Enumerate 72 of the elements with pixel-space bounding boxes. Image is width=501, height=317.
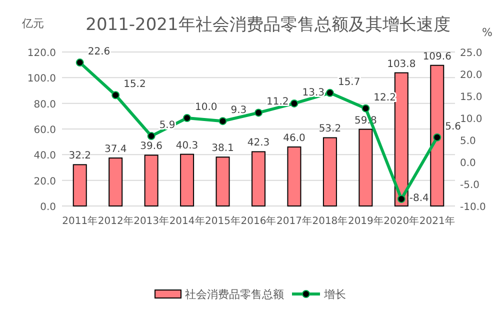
bar [72, 164, 87, 206]
y2-axis-title: % [482, 26, 492, 39]
data-label: 42.3 [247, 138, 270, 149]
x-tick-label: 2021年 [419, 215, 455, 227]
data-label: 10.0 [195, 102, 218, 113]
data-label: 11.2 [266, 96, 289, 108]
y2-tick-label: 25.0 [460, 48, 482, 59]
bar [252, 151, 266, 206]
point [362, 104, 370, 112]
data-label: 5.6 [445, 121, 462, 132]
bar [430, 64, 444, 206]
x-tick-label: 2014年 [169, 215, 205, 227]
point [326, 88, 334, 97]
y2-tick-label: 5.0 [460, 136, 476, 147]
data-label: 15.7 [338, 76, 360, 88]
x-tick-label: 2011年 [62, 215, 98, 227]
y-tick-label: 120.0 [27, 48, 56, 59]
data-label: 53.2 [318, 124, 342, 135]
x-tick-label: 2015年 [205, 215, 240, 227]
point [112, 91, 120, 100]
point [183, 114, 192, 122]
data-label: 37.4 [104, 144, 127, 156]
y-tick-label: 20.0 [34, 176, 56, 188]
point [290, 99, 298, 108]
x-tick-label: 2013年 [134, 215, 170, 227]
data-label: 9.3 [230, 105, 247, 116]
y-tick-label: 0.0 [40, 202, 56, 213]
chart-title: 2011-2021年社会消费品零售总额及其增长速度 [86, 15, 450, 35]
point [397, 194, 406, 203]
x-tick-label: 2020年 [384, 215, 420, 227]
y2-tick-label: 15.0 [460, 92, 482, 103]
bar [180, 154, 194, 206]
y2-tick-label: -10.0 [460, 202, 486, 213]
bar [322, 137, 337, 206]
x-tick-label: 2017年 [276, 215, 312, 227]
point [218, 117, 227, 126]
y2-tick-label: 10.0 [460, 114, 482, 125]
data-label: 39.6 [140, 141, 162, 152]
y-axis-title: 亿元 [21, 17, 44, 30]
point [254, 108, 262, 117]
data-label: 46.0 [283, 132, 306, 144]
y-tick-label: 60.0 [34, 125, 56, 136]
bar [394, 72, 408, 206]
y2-tick-label: 0.0 [460, 158, 476, 169]
y2-tick-label: -5.0 [460, 180, 480, 191]
y-tick-label: 80.0 [34, 99, 56, 110]
data-label: 40.3 [176, 140, 198, 152]
x-tick-label: 2016年 [240, 215, 276, 227]
bar [144, 154, 158, 206]
bar [287, 146, 302, 206]
bar [108, 158, 123, 206]
legend-label: 增长 [323, 288, 346, 301]
x-tick-label: 2012年 [98, 215, 134, 227]
data-label: 38.1 [212, 143, 234, 154]
y2-tick-label: 20.0 [460, 70, 482, 81]
y-tick-label: 100.0 [27, 74, 56, 85]
data-label: -8.4 [409, 192, 429, 204]
data-label: 103.8 [387, 58, 416, 70]
point [147, 132, 156, 140]
data-label: 15.2 [124, 79, 146, 90]
x-tick-label: 2019年 [348, 215, 384, 227]
legend-label: 社会消费品零售总额 [185, 288, 284, 301]
x-tick-label: 2018年 [312, 215, 348, 227]
data-label: 32.2 [68, 150, 91, 162]
bar [358, 128, 373, 206]
point [433, 133, 442, 142]
data-label: 109.6 [422, 51, 452, 62]
data-label: 22.6 [88, 46, 110, 58]
bar [216, 156, 230, 206]
data-label: 13.3 [302, 87, 324, 98]
y-tick-label: 40.0 [34, 150, 56, 162]
point [76, 58, 84, 67]
